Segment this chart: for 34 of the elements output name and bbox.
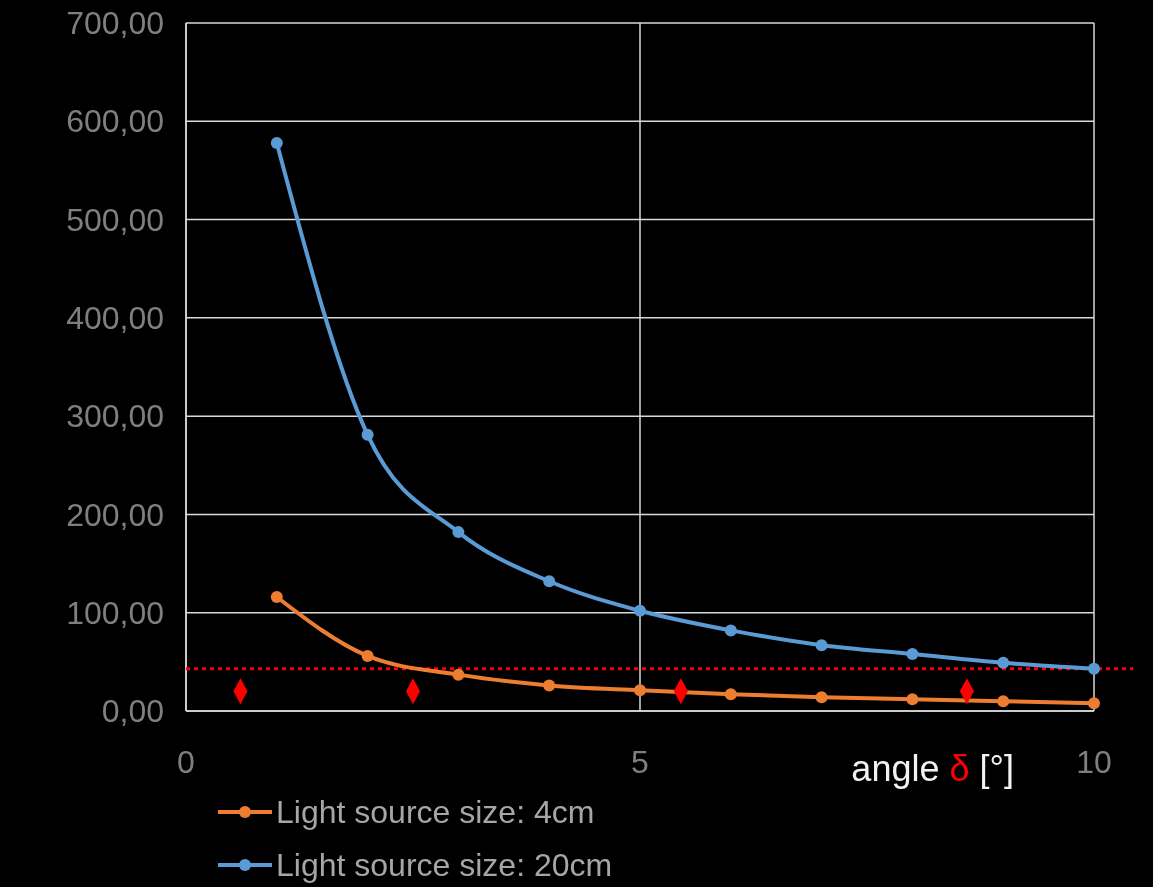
point — [724, 624, 737, 637]
point — [543, 679, 556, 692]
point — [815, 691, 828, 704]
y-tick-label: 600,00 — [66, 103, 164, 140]
legend-label: Light source size: 4cm — [276, 794, 595, 831]
point — [1088, 662, 1100, 675]
point — [270, 136, 283, 149]
text: angle δ [°] — [851, 748, 1014, 789]
point — [997, 656, 1010, 669]
point — [634, 604, 646, 617]
point — [1088, 697, 1100, 710]
y-tick-label: 400,00 — [66, 300, 164, 337]
point — [452, 526, 465, 539]
y-tick-label: 100,00 — [66, 594, 164, 631]
x-tick-label: 10 — [1076, 744, 1112, 780]
point — [906, 647, 919, 660]
y-tick-label: 0,00 — [101, 693, 164, 730]
legend-label: Light source size: 20cm — [276, 847, 613, 884]
y-tick-label: 200,00 — [66, 496, 164, 533]
point — [543, 575, 556, 588]
point — [361, 428, 374, 441]
x-tick-label: 5 — [631, 744, 649, 780]
point — [634, 684, 646, 697]
y-tick-label: 700,00 — [66, 5, 164, 42]
point — [997, 695, 1010, 708]
y-tick-label: 300,00 — [66, 398, 164, 435]
point — [270, 590, 283, 603]
x-tick-label: 0 — [177, 744, 195, 780]
point — [361, 649, 374, 662]
y-tick-label: 500,00 — [66, 201, 164, 238]
point — [452, 668, 465, 681]
point — [906, 693, 919, 706]
point — [815, 639, 828, 652]
point — [724, 688, 737, 701]
